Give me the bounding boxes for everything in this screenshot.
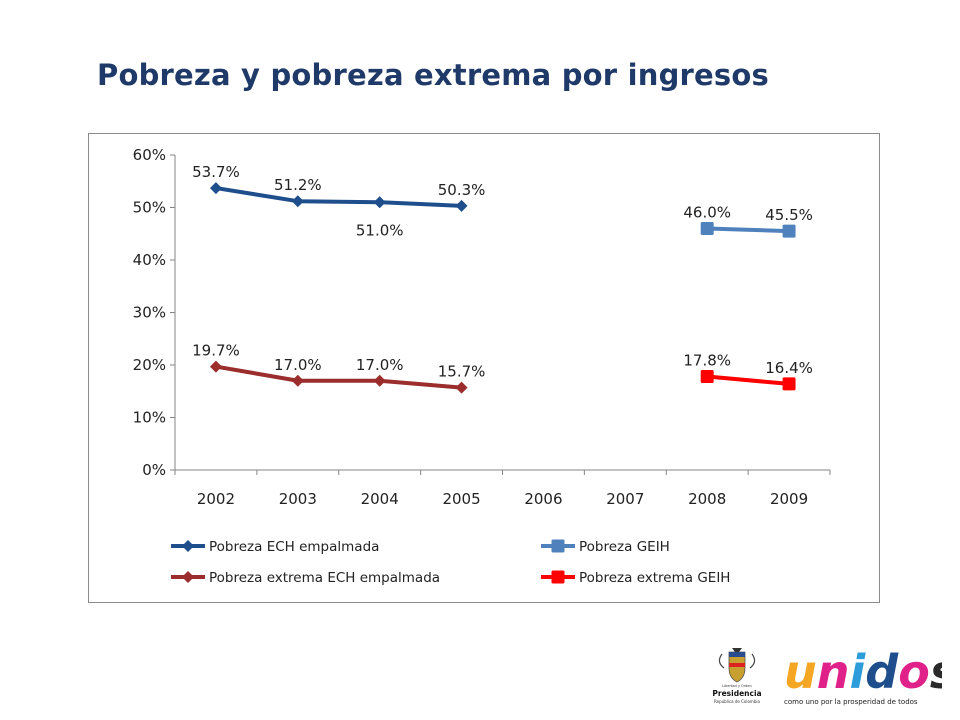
data-label: 50.3% — [438, 181, 486, 199]
unidos-logo: unidos como uno por la prosperidad de to… — [782, 638, 957, 708]
data-point — [209, 360, 222, 373]
data-point — [551, 570, 565, 584]
data-label: 46.0% — [683, 204, 731, 222]
data-point — [455, 381, 468, 394]
presidencia-name: Presidencia — [712, 689, 761, 698]
data-label: 51.2% — [274, 176, 322, 194]
data-label: 17.0% — [356, 356, 404, 374]
x-tick-label: 2004 — [361, 490, 399, 508]
legend-label: Pobreza extrema GEIH — [579, 570, 730, 586]
data-point — [291, 374, 304, 387]
series-line — [707, 226, 790, 234]
data-point — [700, 370, 714, 384]
line-chart: 0% 10% 20% 30% 40% 50% 60% 2002 2003 2004 2005 2006… — [133, 146, 831, 586]
coat-of-arms-icon: Libertad y Orden Presidencia República d… — [712, 647, 762, 704]
legend-label: Pobreza extrema ECH empalmada — [209, 570, 440, 586]
series-line — [707, 374, 790, 386]
data-point — [782, 224, 796, 238]
y-tick-label: 40% — [133, 251, 166, 269]
data-label: 16.4% — [765, 359, 813, 377]
data-point — [291, 195, 304, 208]
data-point — [700, 222, 714, 235]
data-label: 53.7% — [192, 163, 240, 181]
slide-title: Pobreza y pobreza extrema por ingresos — [97, 58, 769, 92]
data-point — [209, 182, 222, 195]
series-line — [215, 364, 462, 390]
data-label: 19.7% — [192, 342, 240, 360]
y-tick-label: 50% — [133, 199, 166, 217]
data-label: 51.0% — [356, 221, 404, 239]
unidos-tagline: como uno por la prosperidad de todos — [784, 698, 918, 706]
x-tick-label: 2009 — [770, 490, 808, 508]
y-tick-label: 60% — [133, 146, 166, 164]
x-tick-label: 2008 — [688, 490, 726, 508]
x-tick-label: 2007 — [606, 490, 644, 508]
unidos-wordmark: unidos — [784, 645, 942, 699]
y-tick-label: 20% — [133, 356, 166, 374]
chart-frame: 0% 10% 20% 30% 40% 50% 60% 2002 2003 2004 2005 2006… — [88, 133, 880, 603]
data-point — [455, 199, 468, 212]
y-tick-label: 0% — [142, 461, 166, 479]
legend-label: Pobreza ECH empalmada — [209, 539, 379, 555]
data-label: 15.7% — [438, 363, 486, 381]
x-tick-label: 2002 — [197, 490, 235, 508]
x-tick-label: 2003 — [279, 490, 317, 508]
presidencia-motto: Libertad y Orden — [722, 684, 752, 688]
x-tick-label: 2006 — [524, 490, 562, 508]
legend-label: Pobreza GEIH — [579, 539, 670, 555]
x-tick-label: 2005 — [442, 490, 480, 508]
data-point — [373, 196, 386, 209]
data-label: 45.5% — [765, 206, 813, 224]
data-point — [373, 374, 386, 387]
y-tick-label: 30% — [133, 304, 166, 322]
data-label: 17.8% — [683, 352, 731, 370]
data-point — [782, 377, 796, 391]
data-point — [551, 539, 565, 553]
y-tick-label: 10% — [133, 409, 166, 427]
series-line — [215, 186, 462, 208]
presidencia-sub: República de Colombia — [714, 699, 760, 704]
data-point — [182, 571, 194, 583]
presidencia-logo: Libertad y Orden Presidencia República d… — [712, 647, 762, 706]
data-label: 17.0% — [274, 356, 322, 374]
data-point — [182, 540, 194, 552]
